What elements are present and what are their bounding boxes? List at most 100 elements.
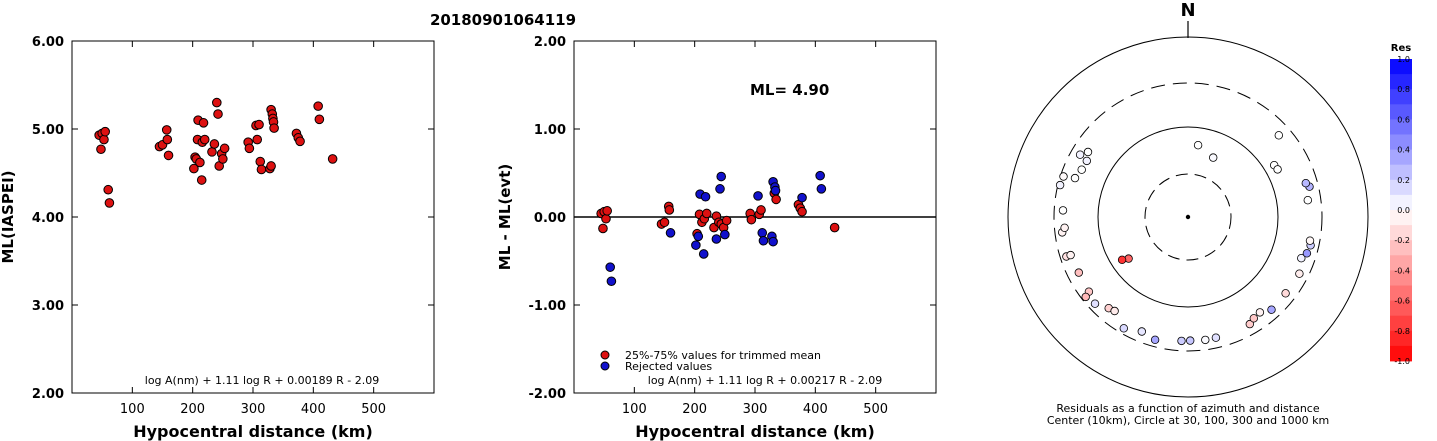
ml-iaspei-xlabel: Hypocentral distance (km) (133, 422, 373, 441)
ml-residual-xlabel: Hypocentral distance (km) (635, 422, 875, 441)
ml-iaspei-data-point (196, 175, 207, 185)
ml-residual-data-point (829, 222, 840, 233)
polar-station-point (1117, 255, 1127, 264)
polar-station-point (1302, 249, 1312, 258)
ml-residual-data-point (701, 208, 712, 219)
ml-residual-axis-ticks: 100 200 300 400 500 -2.00 -1.00 0.00 1.00 2.00 (529, 35, 936, 417)
ml-residual-data-point (605, 262, 616, 272)
ml-iaspei-data-point (213, 109, 223, 119)
ml-value-annotation: ML= 4.90 (750, 81, 829, 99)
ml-residual-data-point (815, 170, 825, 181)
ml-iaspei-ytick-label: 2.00 (32, 387, 64, 402)
colorbar-cell (1390, 104, 1412, 120)
ml-residual-data-point (758, 235, 769, 246)
ml-residual-xtick-label: 100 (622, 402, 647, 417)
ml-residual-data-point (665, 228, 676, 238)
ml-residual-ytick-label: -2.00 (529, 387, 566, 402)
colorbar-title: Res (1391, 43, 1411, 54)
polar-station-point (1245, 319, 1254, 329)
colorbar-cell (1390, 119, 1412, 135)
polar-station-point (1301, 178, 1310, 188)
ml-residual-ytick-label: 2.00 (534, 35, 566, 50)
ml-iaspei-data-point (162, 134, 173, 145)
ml-residual-data-point (693, 231, 704, 242)
ml-residual-panel: 100 200 300 400 500 -2.00 -1.00 0.00 1.00 2.00 ML… (496, 35, 937, 441)
polar-station-point (1274, 131, 1283, 140)
colorbar-tick-label: -0.2 (1394, 236, 1410, 245)
ml-residual-xtick-label: 200 (682, 402, 707, 417)
colorbar-cell (1390, 240, 1412, 256)
colorbar-tick-label: -1.0 (1394, 357, 1410, 366)
ml-residual-data-point (602, 206, 612, 216)
ml-iaspei-xtick-label: 300 (241, 402, 266, 417)
ml-residual-data-point (756, 205, 766, 215)
ml-residual-data-point (768, 236, 778, 247)
polar-station-point (1082, 156, 1091, 166)
ml-iaspei-ytick-label: 4.00 (32, 211, 64, 226)
ml-iaspei-xtick-label: 400 (301, 402, 326, 417)
ml-iaspei-data-point (269, 123, 279, 133)
ml-residual-data-point (601, 213, 611, 224)
ml-iaspei-data-point (244, 143, 255, 154)
center-dot (1185, 214, 1191, 220)
colorbar-tick-label: 0.8 (1397, 85, 1410, 94)
ml-iaspei-axis-ticks: 100 200 300 400 500 2.00 3.00 4.00 5.00 6.00 (32, 35, 434, 417)
polar-station-point (1058, 206, 1068, 215)
ml-residual-data-point (715, 184, 725, 194)
polar-residual-panel: N Residuals as a function of azimuth and… (1007, 0, 1369, 427)
colorbar-cell (1390, 134, 1412, 150)
ml-iaspei-panel: 100 200 300 400 500 2.00 3.00 4.00 5.00 6.00 ML(I… (0, 35, 435, 441)
ml-iaspei-xtick-label: 200 (180, 402, 205, 417)
polar-station-point (1083, 147, 1093, 157)
ml-residual-data-point (816, 184, 827, 194)
ml-residual-data-point (598, 223, 608, 234)
polar-station-point (1303, 195, 1312, 205)
ml-residual-data-point (720, 229, 730, 240)
ml-iaspei-xtick-label: 100 (120, 402, 145, 417)
colorbar-cell (1390, 194, 1412, 211)
polar-station-point (1090, 299, 1100, 308)
polar-station-point (1211, 333, 1221, 342)
colorbar-cell (1390, 164, 1412, 181)
polar-station-point (1074, 268, 1083, 277)
polar-station-point (1059, 172, 1068, 181)
ml-residual-data-point (721, 215, 732, 226)
polar-station-point (1077, 165, 1086, 174)
ml-iaspei-ytick-label: 6.00 (32, 35, 64, 50)
north-label: N (1180, 0, 1195, 21)
polar-station-point (1208, 153, 1218, 162)
colorbar-cell (1390, 255, 1412, 271)
colorbar-ticks: 1.0 0.8 0.6 0.4 0.2 0.0 -0.2 -0.4 -0.6 -0.8 -1.0 (1394, 55, 1410, 366)
figure-title: 20180901064119 (430, 11, 576, 29)
colorbar-cell (1390, 270, 1412, 286)
polar-station-point (1297, 254, 1306, 263)
polar-station-point (1110, 306, 1119, 316)
ml-iaspei-data-point (219, 143, 230, 154)
ml-residual-data-point (746, 214, 757, 225)
ml-residual-data-point (770, 185, 781, 196)
polar-station-point (1066, 250, 1075, 260)
colorbar-cells (1390, 59, 1412, 362)
ml-residual-data-point (664, 205, 675, 215)
ml-iaspei-data-point (99, 134, 109, 145)
ml-residual-data-point (771, 194, 781, 205)
ml-iaspei-data-point (254, 119, 264, 130)
legend-rejected-label: Rejected values (625, 360, 712, 373)
polar-station-point (1119, 324, 1128, 333)
legend-rejected-marker (600, 361, 610, 371)
polar-station-point (1185, 336, 1195, 345)
colorbar-tick-label: 0.0 (1397, 206, 1410, 215)
ml-iaspei-data-point (295, 136, 305, 147)
polar-station-point (1295, 269, 1304, 278)
ml-residual-data-point (711, 234, 722, 244)
ml-iaspei-data-point (195, 157, 205, 168)
ml-residual-formula: log A(nm) + 1.11 log R + 0.00217 R - 2.0… (648, 374, 882, 387)
polar-caption-line2: Center (10km), Circle at 30, 100, 300 an… (1047, 414, 1329, 427)
ml-residual-data-point (757, 228, 768, 238)
ml-iaspei-data-point (207, 147, 217, 157)
ml-residual-ylabel: ML - ML(evt) (496, 164, 514, 270)
ml-residual-xtick-label: 300 (743, 402, 768, 417)
ml-iaspei-data-point (212, 97, 222, 108)
polar-station-point (1273, 165, 1282, 174)
